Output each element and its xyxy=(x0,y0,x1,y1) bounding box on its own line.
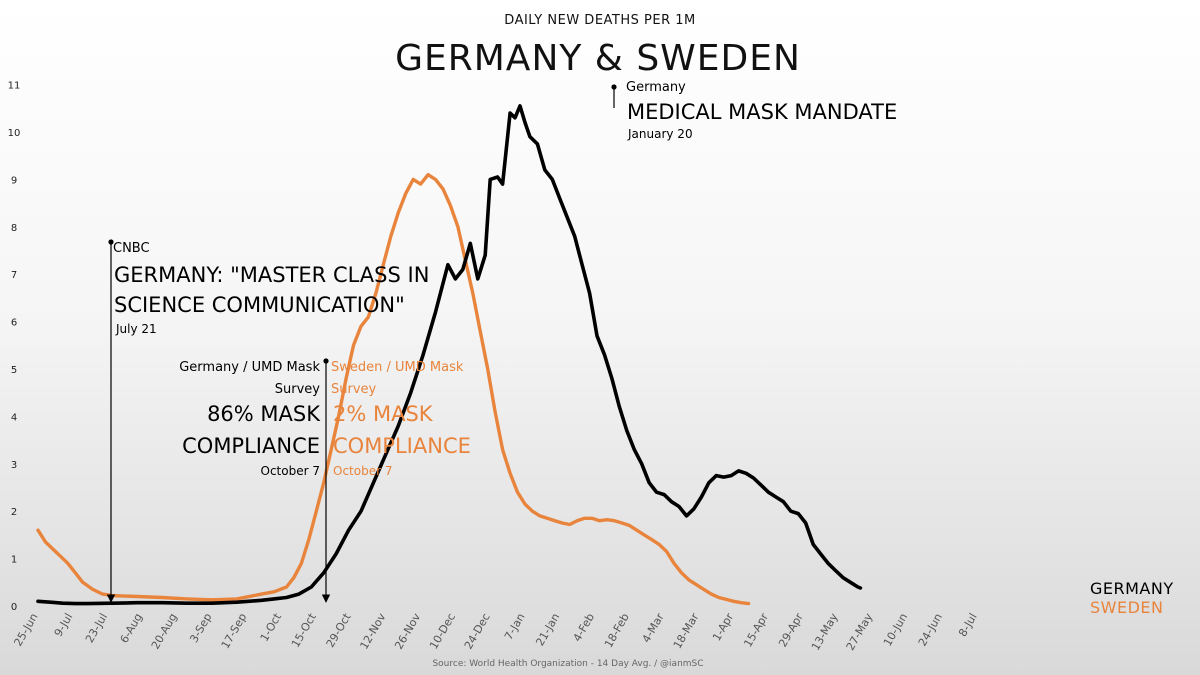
x-tick-label: 26-Nov xyxy=(392,611,423,652)
x-tick-label: 10-Jun xyxy=(881,611,910,648)
annotation-date: October 7 xyxy=(333,464,392,478)
x-tick-label: 9-Jul xyxy=(52,611,76,639)
x-tick-label: 24-Jun xyxy=(916,611,945,648)
series-line-sweden xyxy=(36,173,751,606)
annotation-headline: COMPLIANCE xyxy=(182,434,320,458)
chart-title: GERMANY & SWEDEN xyxy=(395,38,801,79)
x-tick-label: 7-Jan xyxy=(502,611,528,642)
annotation-source: Survey xyxy=(331,382,377,397)
x-tick-label: 23-Jul xyxy=(83,611,110,645)
y-tick-label: 2 xyxy=(11,507,17,518)
x-tick-label: 6-Aug xyxy=(118,611,145,645)
y-tick-label: 1 xyxy=(11,555,17,566)
annotation-headline: MEDICAL MASK MANDATE xyxy=(627,100,897,124)
source-note: Source: World Health Organization - 14 D… xyxy=(432,659,703,669)
annotation-source: Sweden / UMD Mask xyxy=(331,360,464,375)
y-tick-label: 10 xyxy=(8,128,21,139)
chart-subtitle: DAILY NEW DEATHS PER 1M xyxy=(504,13,695,28)
annotation-headline: SCIENCE COMMUNICATION" xyxy=(114,293,405,317)
x-tick-label: 12-Nov xyxy=(357,611,388,652)
x-tick-label: 15-Apr xyxy=(741,611,771,650)
x-tick-label: 13-May xyxy=(809,611,841,653)
x-tick-label: 27-May xyxy=(844,611,876,653)
x-tick-label: 3-Sep xyxy=(187,611,214,645)
annotation-date: January 20 xyxy=(627,127,693,141)
x-tick-label: 18-Feb xyxy=(602,611,632,650)
y-tick-label: 11 xyxy=(8,81,21,92)
x-tick-label: 29-Oct xyxy=(324,610,354,649)
annotation-date: October 7 xyxy=(261,464,320,478)
annotation-headline: 86% MASK xyxy=(207,402,321,426)
y-tick-label: 6 xyxy=(11,318,17,329)
x-tick-label: 25-Jun xyxy=(11,611,40,648)
x-tick-label: 18-Mar xyxy=(671,611,702,651)
x-tick-label: 4-Mar xyxy=(640,611,667,645)
annotation-headline: GERMANY: "MASTER CLASS IN xyxy=(114,263,429,287)
annotation-source: Germany / UMD Mask xyxy=(179,360,320,375)
y-tick-label: 8 xyxy=(11,223,17,234)
annotation-source: Germany xyxy=(626,80,686,95)
series-line-germany xyxy=(36,104,863,606)
annotation-headline: COMPLIANCE xyxy=(333,434,471,458)
y-tick-label: 4 xyxy=(11,412,17,423)
y-tick-label: 7 xyxy=(11,270,17,281)
x-tick-label: 10-Dec xyxy=(427,611,458,652)
y-tick-label: 5 xyxy=(11,365,17,376)
x-tick-label: 17-Sep xyxy=(219,611,250,651)
y-tick-label: 0 xyxy=(11,602,17,613)
x-tick-label: 4-Feb xyxy=(571,611,597,644)
x-tick-label: 21-Jan xyxy=(533,611,562,648)
y-tick-label: 9 xyxy=(11,175,17,186)
annotation-source: CNBC xyxy=(113,241,150,256)
series-label-germany: GERMANY xyxy=(1090,579,1174,598)
x-axis: 25-Jun 9-Jul 23-Jul 6-Aug 20-Aug 3-Sep 17-Sep 1… xyxy=(11,610,979,652)
y-tick-label: 3 xyxy=(11,460,17,471)
x-tick-label: 15-Oct xyxy=(289,610,319,649)
x-tick-label: 29-Apr xyxy=(776,611,806,650)
annotation-date: July 21 xyxy=(115,322,157,336)
annotation-source: Survey xyxy=(275,382,321,397)
x-tick-label: 24-Dec xyxy=(462,611,493,652)
x-tick-label: 1-Apr xyxy=(710,611,736,644)
x-tick-label: 20-Aug xyxy=(149,611,180,651)
x-tick-label: 8-Jul xyxy=(956,611,980,639)
y-axis: 0 1 2 3 4 5 6 7 8 9 10 11 xyxy=(8,81,21,613)
x-tick-label: 1-Oct xyxy=(258,610,285,643)
series-label-sweden: SWEDEN xyxy=(1090,598,1163,617)
annotation-headline: 2% MASK xyxy=(333,402,434,426)
annotations-group: CNBC GERMANY: "MASTER CLASS IN SCIENCE COM… xyxy=(106,80,897,603)
